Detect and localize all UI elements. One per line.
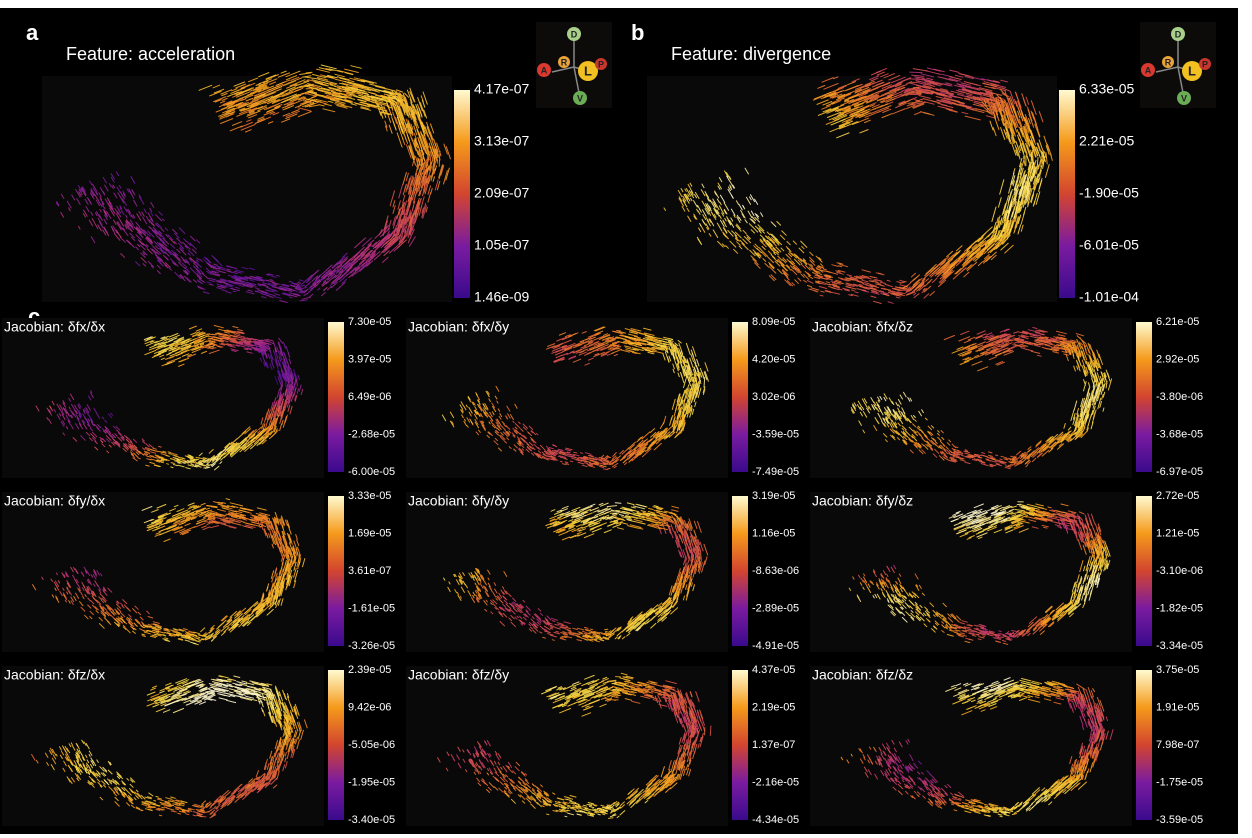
- panel-letter: a: [26, 20, 39, 45]
- colorbar-tick-label: 6.33e-05: [1079, 81, 1134, 97]
- figure: a Feature: acceleration 4.17e-07 3.13e-07 2.…: [0, 0, 1252, 838]
- colorbar-tick-label: 1.69e-05: [348, 527, 391, 539]
- colorbar-tick-label: 9.42e-06: [348, 701, 391, 713]
- colorbar-tick-label: -7.49e-05: [752, 466, 799, 478]
- orientation-label: P: [1202, 59, 1208, 69]
- colorbar-tick-label: 2.72e-05: [1156, 490, 1199, 502]
- orientation-label: A: [1145, 65, 1152, 75]
- colorbar-tick-label: 3.02e-06: [752, 391, 795, 403]
- panel-title: Jacobian: δfy/δx: [4, 493, 105, 509]
- plot-area: [42, 76, 452, 302]
- colorbar-tick-label: -6.97e-05: [1156, 466, 1203, 478]
- orientation-label: R: [561, 57, 568, 67]
- colorbar-tick-label: -4.91e-05: [752, 640, 799, 652]
- orientation-label: R: [1165, 57, 1172, 67]
- panel-title: Feature: divergence: [671, 44, 831, 64]
- colorbar-tick-label: 2.09e-07: [474, 185, 529, 201]
- panel-title: Jacobian: δfz/δx: [4, 667, 105, 683]
- colorbar-tick-label: 1.37e-07: [752, 739, 795, 751]
- colorbar-tick-label: 1.21e-05: [1156, 527, 1199, 539]
- colorbar-tick-label: 3.75e-05: [1156, 664, 1199, 676]
- panel-title: Jacobian: δfz/δy: [408, 667, 509, 683]
- orientation-label: P: [598, 59, 604, 69]
- colorbar-tick-label: 8.09e-05: [752, 316, 795, 328]
- colorbar: [454, 90, 470, 298]
- colorbar: [1136, 670, 1152, 820]
- colorbar-tick-label: -3.68e-05: [1156, 428, 1203, 440]
- colorbar-tick-label: 1.05e-07: [474, 237, 529, 253]
- panel-letter: b: [631, 20, 644, 45]
- colorbar-tick-label: -5.05e-06: [348, 739, 395, 751]
- orientation-label: D: [571, 29, 578, 39]
- colorbar-tick-label: -2.89e-05: [752, 602, 799, 614]
- colorbar: [328, 496, 344, 646]
- colorbar-tick-label: 1.46e-09: [474, 289, 529, 305]
- colorbar-tick-label: 1.91e-05: [1156, 701, 1199, 713]
- orientation-label: V: [577, 93, 583, 103]
- colorbar-tick-label: -2.16e-05: [752, 776, 799, 788]
- colorbar-tick-label: -1.82e-05: [1156, 602, 1203, 614]
- colorbar-tick-label: -6.01e-05: [1079, 237, 1139, 253]
- colorbar-tick-label: -3.59e-05: [1156, 814, 1203, 826]
- colorbar: [328, 322, 344, 472]
- orientation-label: V: [1181, 93, 1187, 103]
- colorbar-tick-label: -3.34e-05: [1156, 640, 1203, 652]
- panel-title: Jacobian: δfx/δz: [812, 319, 913, 335]
- panel-title: Jacobian: δfx/δx: [4, 319, 105, 335]
- colorbar-tick-label: -3.26e-05: [348, 640, 395, 652]
- colorbar: [1136, 322, 1152, 472]
- colorbar-tick-label: -1.75e-05: [1156, 776, 1203, 788]
- colorbar-tick-label: -8.63e-06: [752, 565, 799, 577]
- colorbar-tick-label: 1.16e-05: [752, 527, 795, 539]
- panel-title: Jacobian: δfy/δz: [812, 493, 913, 509]
- colorbar-tick-label: 4.20e-05: [752, 353, 795, 365]
- colorbar-tick-label: -3.80e-06: [1156, 391, 1203, 403]
- orientation-label: D: [1175, 29, 1182, 39]
- colorbar-tick-label: -2.68e-05: [348, 428, 395, 440]
- colorbar: [1136, 496, 1152, 646]
- colorbar-tick-label: 6.49e-06: [348, 391, 391, 403]
- colorbar-tick-label: 3.13e-07: [474, 133, 529, 149]
- colorbar-tick-label: -6.00e-05: [348, 466, 395, 478]
- panel-title: Jacobian: δfy/δy: [408, 493, 509, 509]
- colorbar-tick-label: -1.01e-04: [1079, 289, 1139, 305]
- colorbar-tick-label: -1.90e-05: [1079, 185, 1139, 201]
- colorbar: [1059, 90, 1075, 298]
- colorbar-tick-label: 6.21e-05: [1156, 316, 1199, 328]
- colorbar-tick-label: -1.61e-05: [348, 602, 395, 614]
- colorbar-tick-label: 2.92e-05: [1156, 353, 1199, 365]
- orientation-label: L: [1188, 63, 1196, 78]
- panel-title: Feature: acceleration: [66, 44, 235, 64]
- colorbar-tick-label: 4.37e-05: [752, 664, 795, 676]
- colorbar: [732, 496, 748, 646]
- colorbar-tick-label: -3.40e-05: [348, 814, 395, 826]
- colorbar-tick-label: -4.34e-05: [752, 814, 799, 826]
- colorbar: [732, 322, 748, 472]
- panel-title: Jacobian: δfx/δy: [408, 319, 509, 335]
- colorbar: [732, 670, 748, 820]
- plot-area: [810, 492, 1132, 652]
- colorbar-tick-label: 3.33e-05: [348, 490, 391, 502]
- colorbar-tick-label: 4.17e-07: [474, 81, 529, 97]
- colorbar-tick-label: 7.30e-05: [348, 316, 391, 328]
- colorbar-tick-label: 2.19e-05: [752, 701, 795, 713]
- colorbar-tick-label: 2.21e-05: [1079, 133, 1134, 149]
- panel-title: Jacobian: δfz/δz: [812, 667, 913, 683]
- colorbar-tick-label: 3.97e-05: [348, 353, 391, 365]
- colorbar-tick-label: -3.59e-05: [752, 428, 799, 440]
- colorbar-tick-label: -1.95e-05: [348, 776, 395, 788]
- colorbar: [328, 670, 344, 820]
- colorbar-tick-label: 2.39e-05: [348, 664, 391, 676]
- colorbar-tick-label: 7.98e-07: [1156, 739, 1199, 751]
- colorbar-tick-label: -3.10e-06: [1156, 565, 1203, 577]
- orientation-label: L: [584, 63, 592, 78]
- colorbar-tick-label: 3.19e-05: [752, 490, 795, 502]
- colorbar-tick-label: 3.61e-07: [348, 565, 391, 577]
- orientation-label: A: [541, 65, 548, 75]
